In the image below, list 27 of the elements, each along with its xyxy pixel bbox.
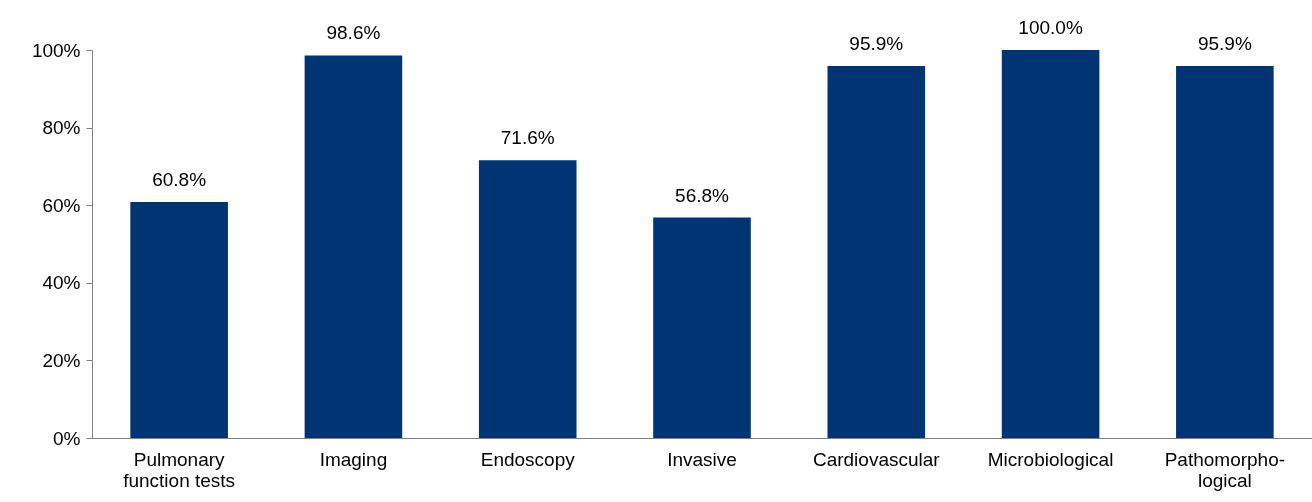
data-label: 95.9% [1197,32,1252,54]
bar [130,202,228,438]
bar [478,160,577,438]
bar [827,65,926,438]
y-tick-label: 80% [42,117,81,139]
y-tick-label: 60% [42,194,81,216]
bar [1176,65,1274,438]
data-label: 71.6% [500,127,555,149]
x-tick-label: Pathomorpho- logical [1164,448,1286,491]
x-tick-label: Endoscopy [480,448,576,470]
x-tick-label: Cardiovascular [812,448,941,470]
y-tick-label: 20% [42,349,81,371]
x-tick-label: Pulmonary function tests [123,448,236,491]
x-tick-label: Imaging [319,448,388,470]
data-label: 98.6% [326,22,381,44]
data-label: 95.9% [849,32,904,54]
data-label: 100.0% [1018,17,1083,38]
bar [1001,50,1100,438]
y-tick-label: 40% [42,272,81,294]
x-tick-label: Microbiological [987,448,1114,470]
y-tick-label: 100% [31,39,81,61]
data-label: 56.8% [675,184,730,206]
bar [304,55,403,438]
x-tick-label: Invasive [667,448,737,470]
data-label: 60.8% [152,169,207,191]
y-tick-label: 0% [53,427,81,449]
bar [653,217,751,438]
